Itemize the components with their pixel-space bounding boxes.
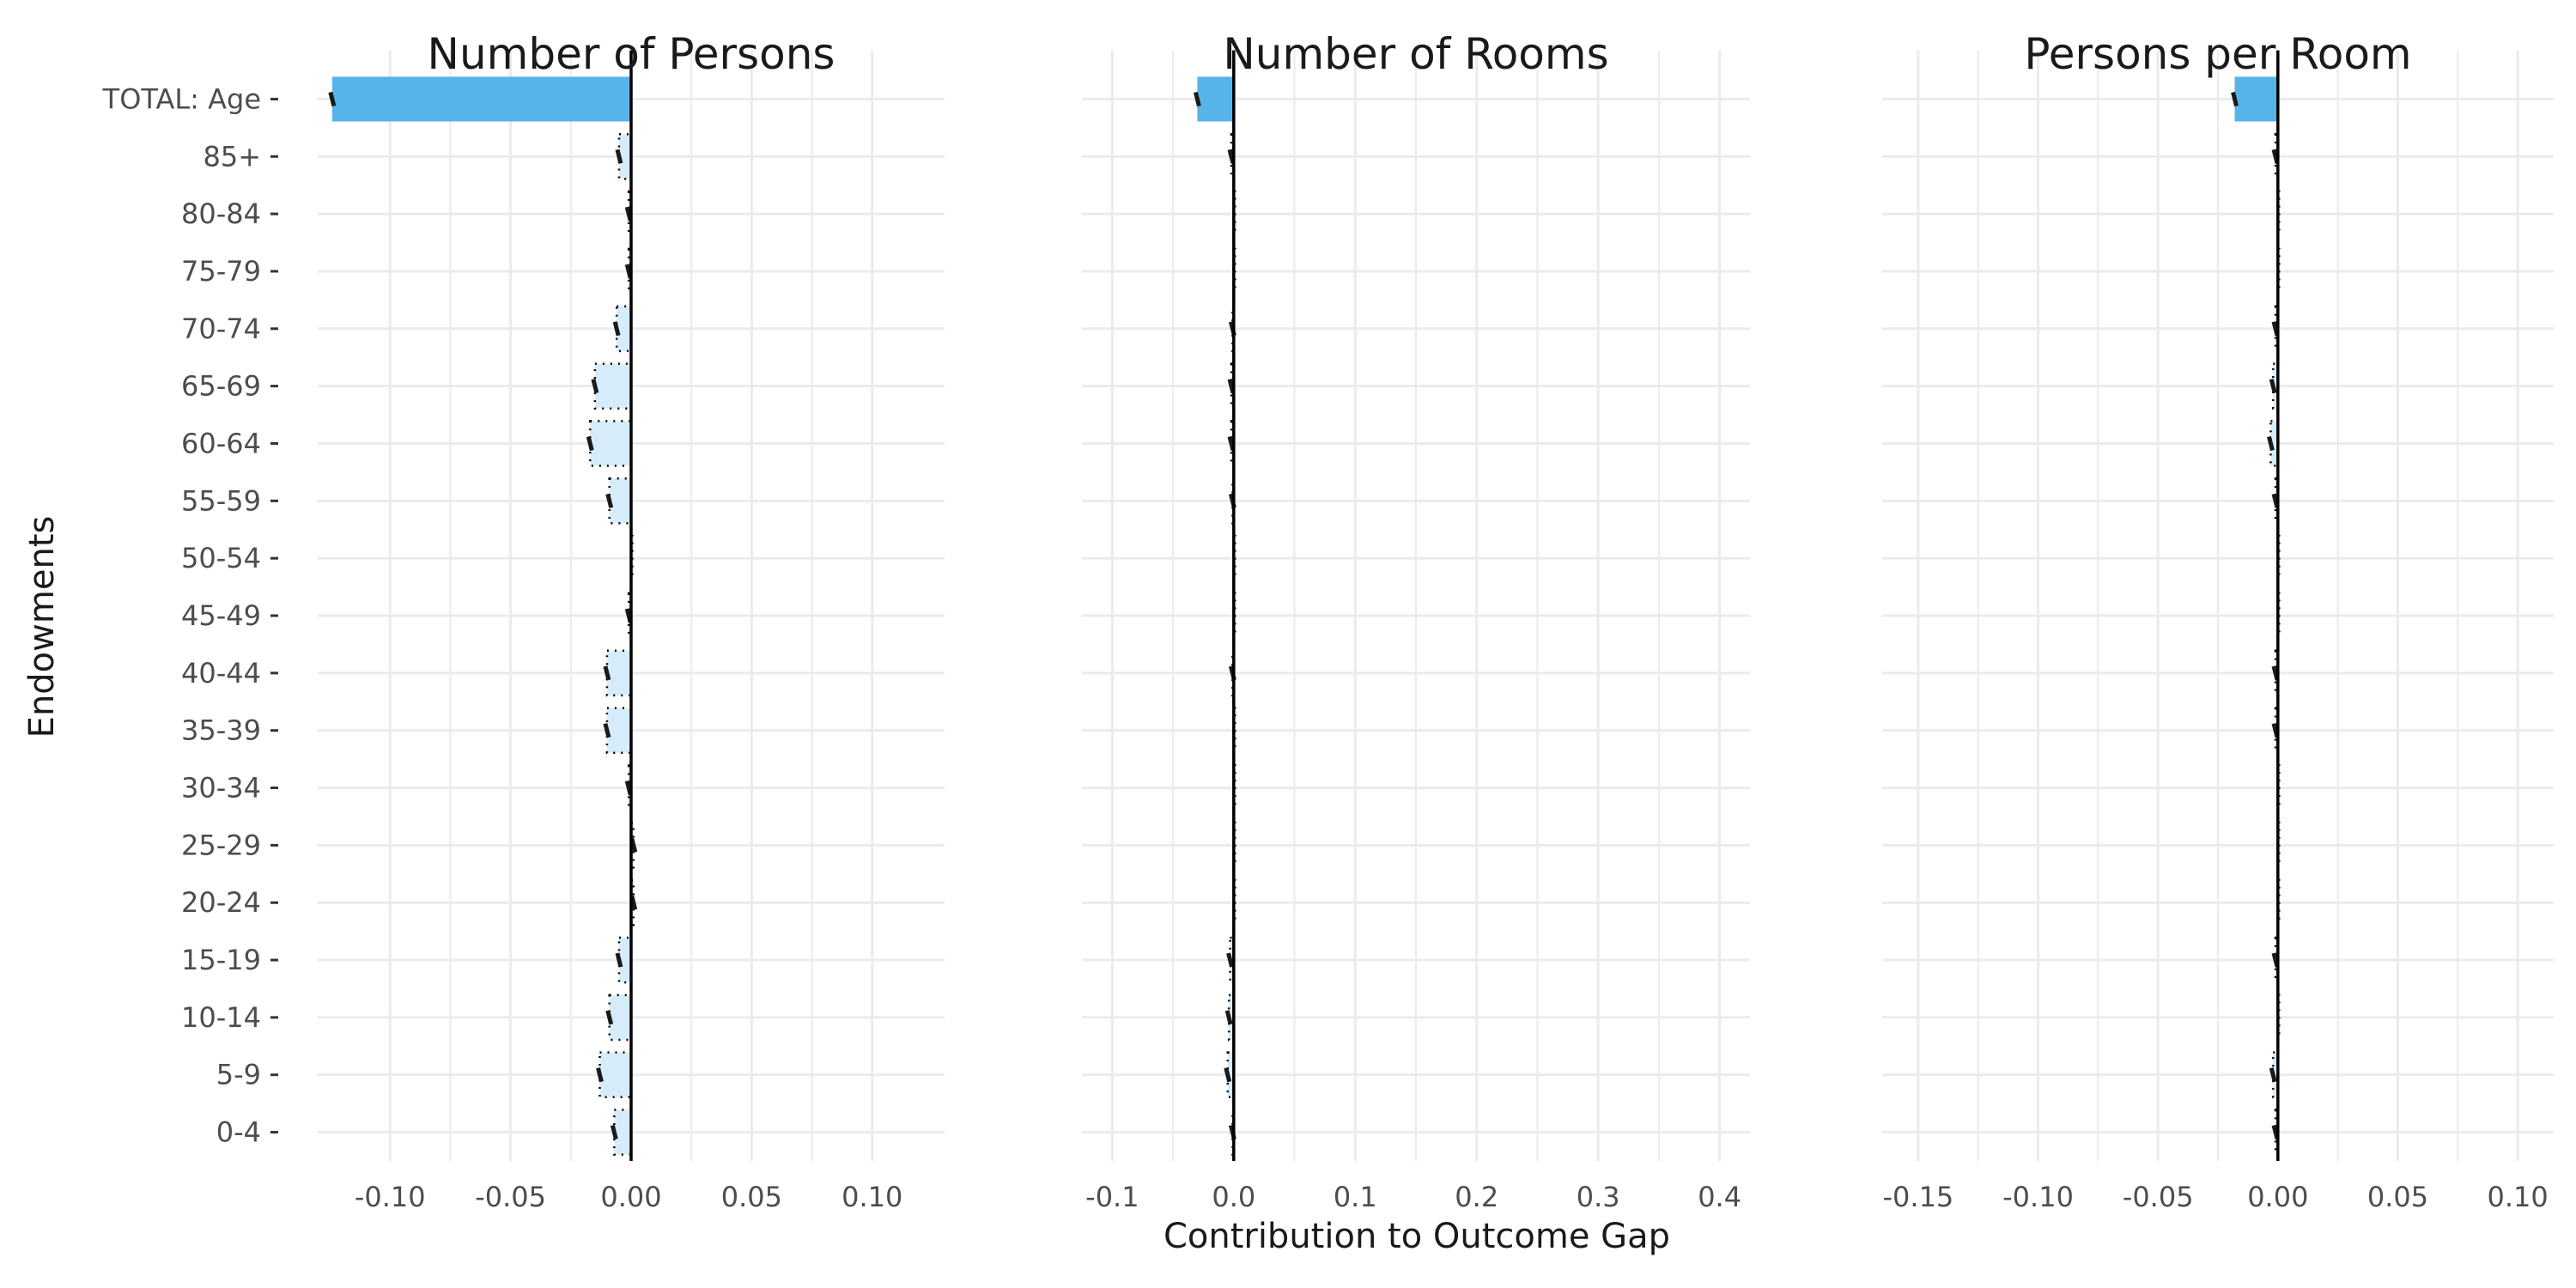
- y-tick-label: 50-54: [181, 542, 261, 574]
- y-tick-label: 65-69: [181, 370, 261, 403]
- error-bar: [596, 1067, 604, 1083]
- chart-panels: Number of Persons-0.10 -0.05 0.00 0.05 0.10N…: [318, 29, 2554, 1213]
- error-bar: [615, 149, 623, 164]
- x-tick-label: -0.05: [475, 1181, 546, 1213]
- bar-60-64: [589, 420, 633, 467]
- y-tick-label: 30-34: [181, 772, 261, 805]
- bar-40-44: [605, 649, 633, 697]
- error-bar: [1226, 952, 1234, 968]
- bar-total-age: [1197, 76, 1234, 122]
- y-tick-label: 70-74: [181, 313, 261, 345]
- y-tick-label: TOTAL: Age: [102, 82, 261, 115]
- bar-0-4: [613, 1109, 633, 1156]
- bar-35-39: [605, 707, 633, 755]
- y-tick-label: 55-59: [181, 484, 261, 517]
- x-tick-label: 0.05: [721, 1181, 782, 1213]
- panel-title: Persons per Room: [2024, 29, 2411, 79]
- y-tick-label: 25-29: [181, 829, 261, 861]
- y-tick-label: 60-64: [181, 427, 261, 459]
- y-tick-label: 40-44: [181, 657, 261, 690]
- error-bar: [603, 723, 611, 738]
- error-bar: [328, 91, 337, 107]
- y-tick-label: 20-24: [181, 886, 261, 919]
- error-bar: [586, 435, 594, 452]
- x-tick-label: 0.00: [600, 1181, 661, 1213]
- error-bar: [615, 952, 623, 968]
- y-tick-label: 5-9: [216, 1059, 261, 1091]
- error-bar: [591, 379, 599, 394]
- x-tick-label: 0.0: [1212, 1181, 1255, 1213]
- bar-85-: [617, 132, 633, 180]
- x-tick-label: 0.05: [2367, 1181, 2428, 1213]
- bar-5-9: [598, 1051, 633, 1099]
- error-bar: [603, 665, 611, 681]
- y-tick-label: 45-49: [181, 599, 261, 632]
- x-tick-label: 0.3: [1577, 1181, 1620, 1213]
- error-bar: [2231, 91, 2239, 107]
- y-axis-category-labels: TOTAL: Age 85+ 80-84 75-79 70-74 65-69 60-64 55…: [102, 82, 278, 1149]
- x-tick-label: 0.10: [841, 1181, 902, 1213]
- bar-5-9: [2271, 1051, 2280, 1099]
- x-axis-title: Contribution to Outcome Gap: [1163, 1217, 1670, 1256]
- y-tick-label: 15-19: [181, 944, 261, 976]
- error-bar: [2269, 1067, 2277, 1083]
- panel-3: Persons per Room -0.15 -0.10 -0.05 0.00 0.05 0…: [1882, 29, 2554, 1213]
- y-axis-title: Endowments: [22, 516, 62, 738]
- x-tick-label: 0.4: [1698, 1181, 1741, 1213]
- error-bar: [605, 493, 614, 508]
- error-bar: [1193, 91, 1201, 107]
- bar-55-59: [608, 477, 633, 525]
- bar-10-14: [1227, 993, 1236, 1042]
- x-tick-label: -0.15: [1882, 1181, 1953, 1213]
- panel-title: Number of Persons: [428, 29, 835, 79]
- y-tick-label: 10-14: [181, 1001, 261, 1034]
- bar-15-19: [617, 936, 633, 984]
- panel-2: Number of Rooms -0.1 0.0 0.1 0.2 0.3 0.4: [1082, 29, 1750, 1213]
- error-bar: [2267, 435, 2275, 452]
- panel-title: Number of Rooms: [1223, 29, 1608, 79]
- x-tick-label: -0.10: [2002, 1181, 2074, 1213]
- bar-65-69: [593, 362, 633, 410]
- y-tick-label: 35-39: [181, 714, 261, 747]
- y-tick-label: 75-79: [181, 255, 261, 288]
- bar-70-74: [615, 305, 633, 353]
- x-tick-label: 0.00: [2247, 1181, 2308, 1213]
- error-bar: [605, 1010, 614, 1025]
- error-bar: [2269, 379, 2277, 394]
- bar-total-age: [331, 76, 631, 122]
- x-tick-label: -0.05: [2123, 1181, 2194, 1213]
- x-tick-label: 0.1: [1334, 1181, 1377, 1213]
- x-tick-label: 0.2: [1455, 1181, 1498, 1213]
- error-bar: [1224, 1010, 1233, 1025]
- y-tick-label: 0-4: [216, 1116, 261, 1149]
- error-bar: [612, 321, 621, 337]
- error-bar: [610, 1124, 618, 1140]
- error-bar: [1224, 1067, 1232, 1083]
- panel-1: Number of Persons -0.10 -0.05 0.00 0.05 0.10: [318, 29, 945, 1213]
- x-tick-label: 0.10: [2487, 1181, 2548, 1213]
- x-tick-label: -0.10: [355, 1181, 426, 1213]
- bar-total-age: [2234, 76, 2278, 122]
- bar-65-69: [2271, 362, 2280, 410]
- bar-10-14: [608, 993, 633, 1042]
- y-tick-label: 80-84: [181, 197, 261, 230]
- x-tick-label: -0.1: [1085, 1181, 1139, 1213]
- bar-60-64: [2269, 420, 2280, 467]
- y-tick-label: 85+: [203, 140, 261, 173]
- bar-5-9: [1226, 1051, 1236, 1099]
